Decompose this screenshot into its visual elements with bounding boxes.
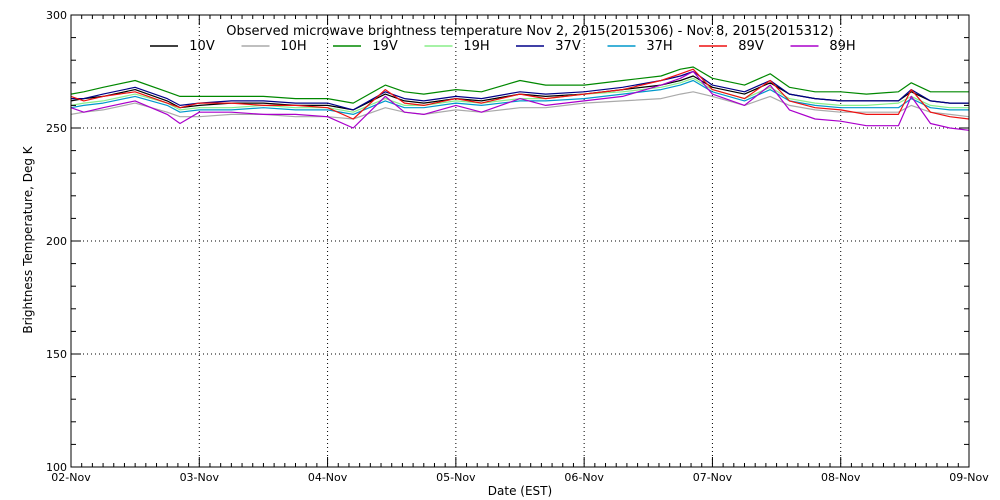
series-line-10H [70, 91, 970, 120]
y-tick-label: 300 [46, 9, 67, 22]
series-line-89H [70, 70, 970, 131]
x-axis-label: Date (EST) [488, 484, 552, 498]
legend-label-10V: 10V [189, 39, 215, 54]
legend: 10V 10H 19V 19H 37V 37H 89V 89H [150, 39, 856, 54]
grid [71, 15, 969, 467]
legend-label-19H: 19H [463, 39, 489, 54]
y-tick-label: 250 [46, 122, 67, 135]
x-tick-label: 08-Nov [821, 471, 861, 484]
legend-label-10H: 10H [280, 39, 306, 54]
legend-label-37H: 37H [646, 39, 672, 54]
x-tick-label: 04-Nov [308, 471, 348, 484]
y-tick-label: 200 [46, 235, 67, 248]
x-tick-label: 02-Nov [51, 471, 91, 484]
legend-label-89H: 89H [829, 39, 855, 54]
x-tick-label: 07-Nov [693, 471, 733, 484]
series-line-37H [70, 79, 969, 116]
tick-labels: 02-Nov 03-Nov 04-Nov 05-Nov 06-Nov 07-Nov 08-N… [46, 9, 989, 484]
y-axis-label: Brightness Temperature, Deg K [21, 145, 35, 333]
x-tick-label: 03-Nov [180, 471, 220, 484]
x-tick-label: 05-Nov [436, 471, 476, 484]
y-tick-label: 100 [46, 461, 67, 474]
legend-label-37V: 37V [555, 39, 581, 54]
chart-title: Observed microwave brightness temperatur… [226, 24, 833, 39]
legend-label-19V: 19V [372, 39, 398, 54]
axis-ticks [70, 14, 970, 468]
legend-label-89V: 89V [738, 39, 764, 54]
x-tick-label: 06-Nov [564, 471, 604, 484]
series-line-19V [70, 66, 969, 104]
series-line-19H [70, 77, 969, 113]
series-line-89V [70, 68, 970, 120]
y-tick-label: 150 [46, 348, 67, 361]
x-tick-label: 09-Nov [949, 471, 989, 484]
series-lines [70, 66, 970, 131]
